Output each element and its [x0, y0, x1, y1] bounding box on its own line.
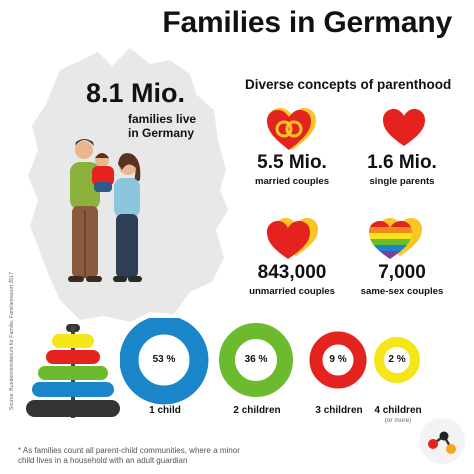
brand-logo-icon: [419, 418, 465, 464]
ring-1-child-label: 1 child: [149, 405, 181, 416]
ring-3-children-pct: 9 %: [329, 354, 347, 365]
unmarried-couples-label: unmarried couples: [249, 286, 335, 297]
ring-4-children-pct: 2 %: [388, 354, 406, 365]
footnote-line1: * As families count all parent-child com…: [18, 446, 240, 455]
footnote: * As families count all parent-child com…: [18, 446, 240, 466]
ring-2-children-label: 2 children: [233, 405, 281, 416]
ring-2-children-pct: 36 %: [244, 354, 268, 365]
ring-4-children-sublabel: (or more): [384, 417, 412, 424]
single-parents-value: 1.6 Mio.: [367, 152, 437, 173]
family-illustration: [68, 139, 142, 282]
page-title: Families in Germany: [162, 6, 452, 39]
heart-icon: [383, 109, 425, 146]
source-note: Source: Bundesministerium für Familie, F…: [9, 271, 15, 411]
footnote-line2: child lives in a household with an adult…: [18, 456, 188, 465]
ring-1-child-pct: 53 %: [152, 354, 176, 365]
unmarried-couples-value: 843,000: [257, 262, 327, 283]
families-caption-line2: in Germany: [128, 126, 195, 140]
ring-4-children: [374, 337, 420, 383]
ring-1-child: [120, 318, 209, 405]
double-heart-icon: [267, 218, 318, 259]
ring-3-children-label: 3 children: [315, 405, 363, 416]
ring-3-children: [309, 331, 367, 389]
married-couples-label: married couples: [254, 176, 330, 187]
families-count: 8.1 Mio.: [86, 78, 186, 108]
rainbow-heart-icon: [369, 218, 422, 259]
ring-2-children: [219, 323, 293, 397]
same-sex-couples-value: 7,000: [378, 262, 426, 283]
single-parents-label: single parents: [369, 176, 435, 187]
families-caption: families live in Germany: [128, 112, 196, 140]
rings-heart-icon: [267, 108, 316, 150]
parenthood-heading: Diverse concepts of parenthood: [245, 77, 452, 92]
children-rings: [120, 318, 420, 405]
ring-4-children-label: 4 children: [374, 405, 422, 416]
stacking-toy-icon: [26, 324, 120, 418]
families-caption-line1: families live: [128, 112, 197, 126]
same-sex-couples-label: same-sex couples: [360, 286, 444, 297]
married-couples-value: 5.5 Mio.: [257, 152, 327, 173]
